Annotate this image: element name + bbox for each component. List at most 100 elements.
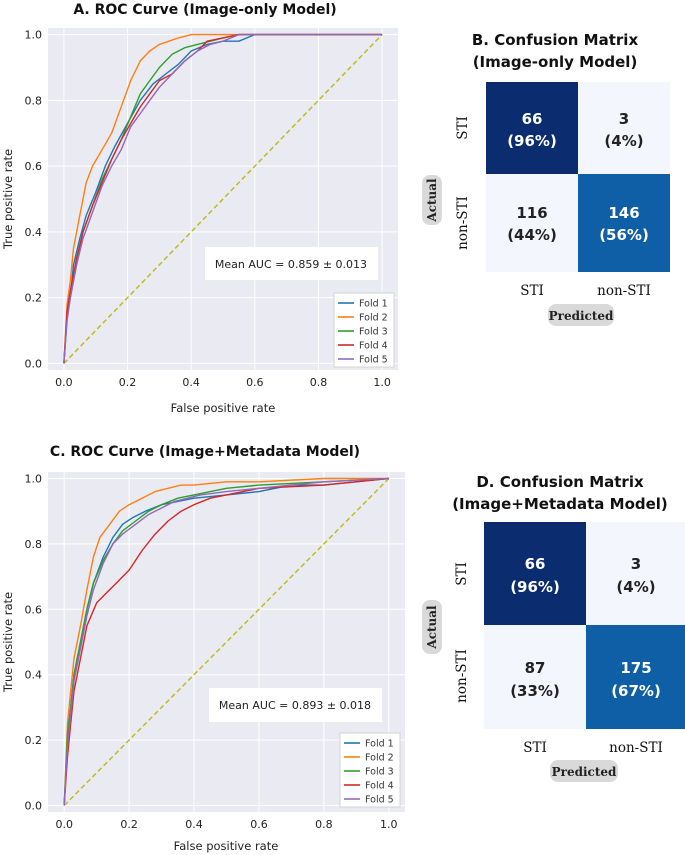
cm-count: 175 — [620, 659, 651, 677]
cm-cells — [486, 82, 670, 272]
cm-title-line-2: (Image+Metadata Model) — [452, 495, 668, 513]
y-axis-label: True positive rate — [1, 149, 15, 250]
legend-label: Fold 1 — [365, 739, 394, 750]
cm-y-tick: STI — [455, 116, 471, 140]
x-tick-label: 0.6 — [246, 376, 264, 389]
y-tick-label: 0.0 — [25, 799, 43, 812]
y-tick-label: 0.6 — [25, 603, 43, 616]
x-tick-label: 0.2 — [119, 376, 137, 389]
legend-label: Fold 1 — [359, 299, 388, 310]
roc-line-fold-5 — [63, 33, 383, 364]
cm-x-tick: STI — [523, 740, 547, 756]
cm-percent: (44%) — [507, 226, 557, 244]
cm-cell-tn — [586, 625, 685, 729]
cm-percent: (67%) — [611, 682, 661, 700]
cm-y-tick: STI — [454, 562, 470, 586]
cm-count: 3 — [619, 110, 629, 128]
auc-box — [209, 688, 382, 722]
cm-percent: (96%) — [507, 132, 557, 150]
cm-cell-fn — [586, 522, 685, 625]
roc-line-fold-4 — [63, 477, 389, 806]
cm-x-label: Predicted — [552, 765, 617, 779]
y-ticks: 0.0 0.2 0.4 0.6 0.8 1.0 — [25, 473, 43, 813]
chart-title: A. ROC Curve (Image-only Model) — [73, 2, 336, 18]
legend-label: Fold 2 — [359, 313, 388, 324]
cm-x-tick: non-STI — [609, 740, 663, 756]
x-tick-label: 0.0 — [55, 376, 73, 389]
roc-line-fold-2 — [63, 477, 389, 806]
cm-percent: (4%) — [604, 132, 643, 150]
y-tick-label: 0.4 — [25, 226, 43, 239]
cm-y-label: Actual — [425, 178, 439, 223]
cm-title-line-2: (Image-only Model) — [473, 53, 638, 71]
chance-line — [63, 478, 390, 806]
legend-label: Fold 3 — [359, 327, 388, 338]
cm-count: 66 — [522, 110, 543, 128]
x-ticks: 0.0 0.2 0.4 0.6 0.8 1.0 — [55, 376, 391, 389]
auc-annotation: Mean AUC = 0.859 ± 0.013 — [215, 258, 367, 271]
chance-diagonal — [63, 478, 390, 806]
cm-y-label: Actual — [425, 605, 439, 650]
chart-title: C. ROC Curve (Image+Metadata Model) — [50, 444, 360, 460]
x-tick-label: 0.8 — [310, 376, 328, 389]
cm-xlabel-badge — [548, 304, 614, 326]
legend-box — [333, 292, 395, 368]
cm-percent: (33%) — [510, 682, 560, 700]
cm-y-tick: non-STI — [455, 196, 471, 250]
legend-label: Fold 4 — [365, 781, 394, 792]
roc-line-fold-4 — [63, 33, 383, 364]
legend-label: Fold 3 — [365, 767, 394, 778]
y-tick-label: 0.8 — [25, 538, 43, 551]
cm-y-tick: non-STI — [454, 649, 470, 703]
cm-cell-fn — [578, 82, 670, 174]
cm-count: 87 — [525, 659, 546, 677]
cm-title-line-1: D. Confusion Matrix — [476, 473, 644, 491]
roc-lines — [63, 33, 383, 364]
cm-x-tick: non-STI — [597, 283, 651, 299]
confusion-matrix-image-only: B. Confusion Matrix (Image-only Model) 6… — [422, 31, 670, 326]
y-tick-label: 1.0 — [25, 29, 43, 42]
legend-label: Fold 5 — [365, 795, 394, 806]
legend: Fold 1 Fold 2 Fold 3 Fold 4 Fold 5 — [333, 292, 395, 368]
auc-box — [205, 247, 378, 280]
cm-title-line-1: B. Confusion Matrix — [472, 31, 639, 49]
roc-chart-image-metadata: C. ROC Curve (Image+Metadata Model) 0.0 … — [1, 444, 405, 853]
x-tick-label: 0.8 — [315, 818, 333, 831]
cm-cell-fp — [484, 625, 586, 729]
chance-line — [63, 34, 383, 364]
cm-cells — [484, 522, 685, 729]
x-axis-label: False positive rate — [174, 839, 279, 853]
roc-line-fold-5 — [63, 477, 389, 806]
cm-xlabel-badge — [550, 760, 618, 782]
confusion-matrix-image-metadata: D. Confusion Matrix (Image+Metadata Mode… — [422, 473, 685, 782]
roc-chart-image-only: A. ROC Curve (Image-only Model) 0.0 0.2 … — [1, 2, 398, 415]
cm-cell-tn — [578, 174, 670, 272]
x-tick-label: 0.4 — [185, 818, 203, 831]
cm-count: 116 — [516, 204, 547, 222]
cm-x-tick: STI — [520, 283, 544, 299]
legend-box — [339, 732, 401, 808]
x-tick-label: 0.6 — [250, 818, 268, 831]
roc-lines — [63, 477, 389, 806]
x-ticks: 0.0 0.2 0.4 0.6 0.8 1.0 — [55, 818, 397, 831]
roc-line-fold-3 — [63, 477, 389, 806]
cm-cell-tp — [484, 522, 586, 625]
y-axis-label: True positive rate — [1, 592, 15, 693]
auc-annotation: Mean AUC = 0.893 ± 0.018 — [219, 699, 371, 712]
cm-ylabel-badge — [422, 175, 442, 225]
legend-label: Fold 4 — [359, 341, 388, 352]
legend-label: Fold 2 — [365, 753, 394, 764]
x-axis-label: False positive rate — [171, 401, 276, 415]
x-tick-label: 0.2 — [120, 818, 138, 831]
roc-line-fold-2 — [63, 33, 383, 364]
y-tick-label: 1.0 — [25, 473, 43, 486]
y-tick-label: 0.0 — [25, 357, 43, 370]
cm-percent: (4%) — [616, 578, 655, 596]
legend: Fold 1 Fold 2 Fold 3 Fold 4 Fold 5 — [339, 732, 401, 808]
y-tick-label: 0.2 — [25, 734, 43, 747]
legend-label: Fold 5 — [359, 355, 388, 366]
cm-percent: (56%) — [599, 226, 649, 244]
x-tick-label: 1.0 — [373, 376, 391, 389]
cm-percent: (96%) — [510, 578, 560, 596]
y-tick-label: 0.8 — [25, 94, 43, 107]
